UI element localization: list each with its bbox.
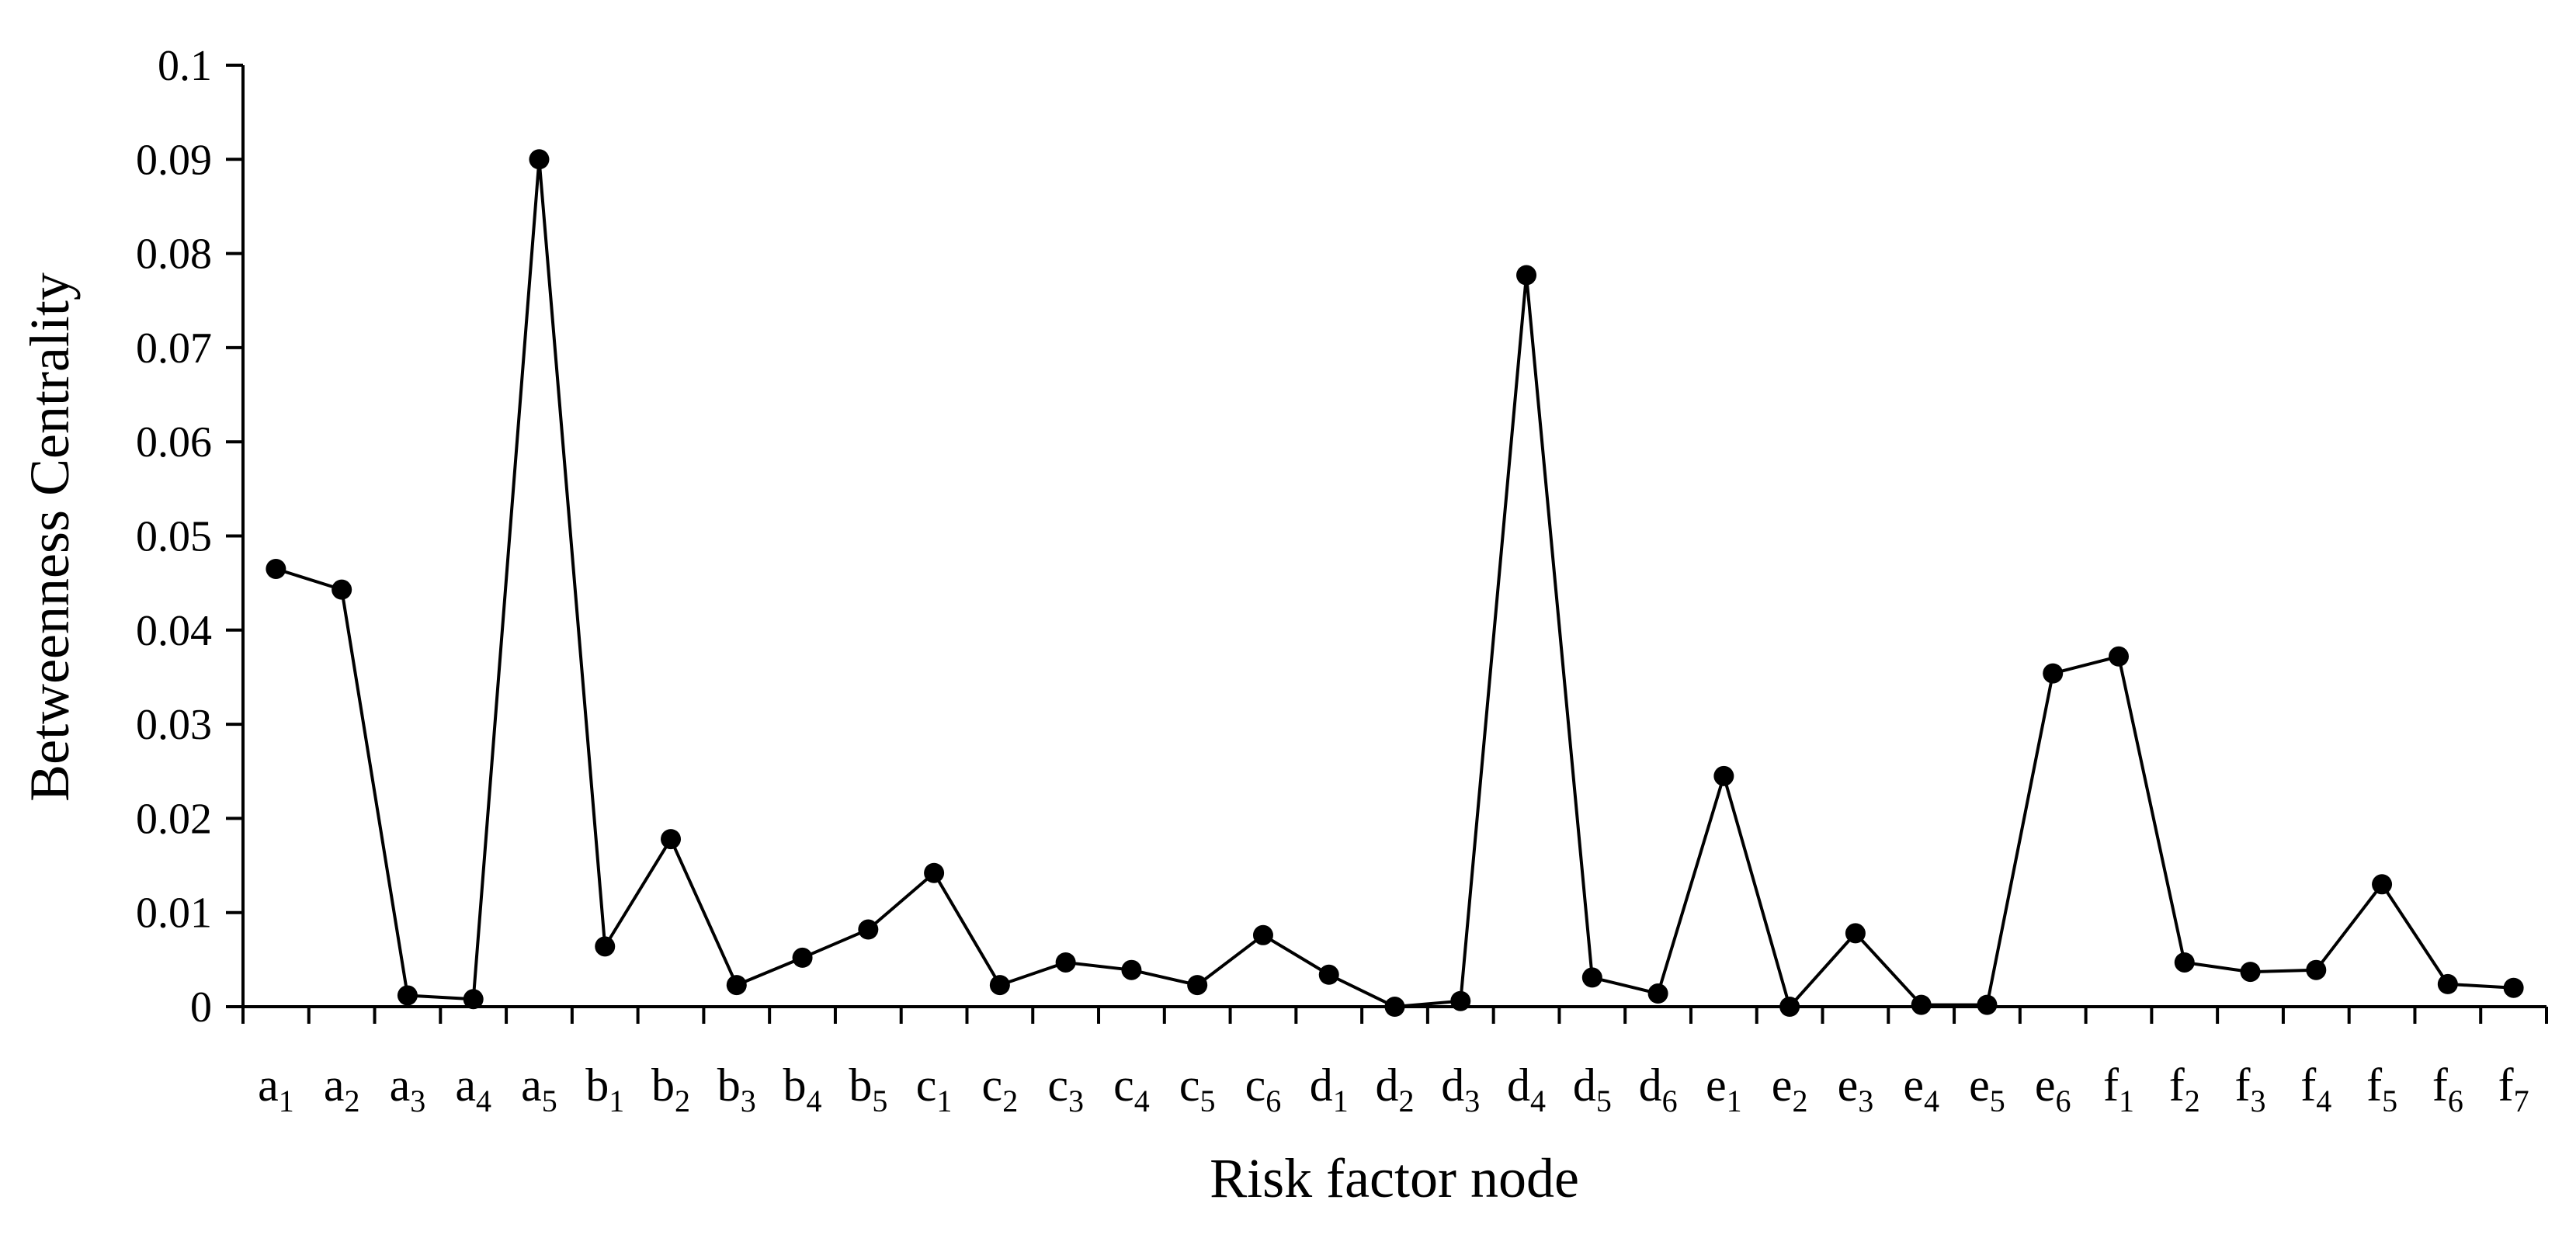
y-tick-label: 0	[190, 983, 212, 1032]
x-tick-label: b1	[585, 1059, 624, 1118]
data-point	[1779, 997, 1800, 1017]
y-tick-label: 0.07	[136, 324, 212, 373]
data-point	[1713, 765, 1734, 786]
x-tick-label: f5	[2366, 1059, 2397, 1118]
y-tick-label: 0.04	[136, 607, 212, 655]
x-tick-label: c3	[1047, 1059, 1084, 1118]
data-point	[2043, 663, 2064, 684]
x-tick-label: a4	[455, 1059, 491, 1118]
data-point	[463, 989, 484, 1010]
x-tick-label: d2	[1376, 1059, 1415, 1118]
x-tick-label: d3	[1441, 1059, 1480, 1118]
y-axis: 0 0.01 0.02 0.03 0.04 0.05 0.06 0.07 0.08 0.09 0.1	[136, 42, 245, 1032]
x-tick-label: d5	[1573, 1059, 1612, 1118]
data-point	[2437, 973, 2458, 994]
data-point	[1450, 990, 1471, 1011]
data-point	[1516, 265, 1537, 286]
x-tick-label: e6	[2035, 1059, 2071, 1118]
x-tick-label: d4	[1507, 1059, 1546, 1118]
data-point	[726, 975, 747, 996]
y-tick-label: 0.09	[136, 136, 212, 184]
y-tick-label: 0.06	[136, 418, 212, 466]
y-tick-label: 0.1	[158, 42, 212, 90]
series-line	[275, 158, 2514, 1008]
x-tick-label: f4	[2300, 1059, 2331, 1118]
data-point	[595, 936, 616, 957]
data-point	[792, 947, 813, 968]
x-axis: a1 a2 a3 a4 a5 b1 b2 b3 b4 b5 c1 c2 c3 c4 c5 c6 d1 d2 d3 d4…	[241, 1005, 2548, 1118]
data-point	[2503, 977, 2524, 998]
x-tick-label: c6	[1245, 1059, 1282, 1118]
x-tick-label: f6	[2432, 1059, 2463, 1118]
x-tick-label: f2	[2169, 1059, 2200, 1118]
x-tick-label: c1	[916, 1059, 953, 1118]
data-point	[2372, 874, 2393, 895]
y-tick-label: 0.05	[136, 513, 212, 561]
data-point	[1187, 975, 1208, 996]
data-point	[529, 149, 550, 170]
x-tick-label: e1	[1706, 1059, 1742, 1118]
x-tick-label: f3	[2235, 1059, 2266, 1118]
y-tick-label: 0.03	[136, 701, 212, 749]
y-tick-label: 0.02	[136, 795, 212, 843]
data-point	[1581, 967, 1602, 988]
data-point	[661, 829, 682, 850]
x-tick-label: c2	[982, 1059, 1019, 1118]
series-line-group	[266, 149, 2524, 1017]
data-point	[2174, 952, 2195, 973]
data-point	[858, 919, 879, 940]
x-tick-label: b2	[651, 1059, 690, 1118]
data-point	[1647, 983, 1668, 1004]
x-tick-label: e3	[1838, 1059, 1874, 1118]
x-tick-label: e5	[1969, 1059, 2005, 1118]
data-point	[2306, 959, 2327, 980]
x-tick-label: a2	[324, 1059, 360, 1118]
x-tick-label: c5	[1179, 1059, 1216, 1118]
data-point	[1055, 952, 1076, 973]
y-tick-label: 0.01	[136, 889, 212, 938]
data-point	[924, 862, 945, 883]
x-tick-label: f7	[2498, 1059, 2529, 1118]
x-tick-label: a5	[521, 1059, 557, 1118]
y-tick-label: 0.08	[136, 231, 212, 279]
data-point	[1121, 959, 1142, 980]
y-axis-title: Betweenness Centrality	[19, 272, 81, 802]
x-axis-title: Risk factor node	[1210, 1147, 1579, 1209]
x-tick-label: d6	[1639, 1059, 1678, 1118]
data-point	[989, 975, 1010, 996]
x-tick-label: b3	[717, 1059, 756, 1118]
x-tick-label: e2	[1772, 1059, 1808, 1118]
x-tick-label: e4	[1903, 1059, 1939, 1118]
x-tick-label: b4	[783, 1059, 822, 1118]
x-tick-label: a3	[390, 1059, 426, 1118]
x-tick-label: c4	[1113, 1059, 1150, 1118]
data-point	[2108, 646, 2129, 667]
data-point	[266, 558, 286, 579]
data-point	[1977, 994, 1998, 1015]
data-point	[2240, 962, 2261, 983]
x-tick-label: f1	[2103, 1059, 2134, 1118]
data-point	[332, 579, 352, 600]
x-tick-label: a1	[258, 1059, 294, 1118]
x-tick-label: b5	[849, 1059, 887, 1118]
data-point	[397, 985, 418, 1006]
data-point	[1384, 997, 1405, 1017]
data-point	[1911, 994, 1932, 1015]
data-point	[1318, 964, 1339, 985]
x-tick-label: d1	[1310, 1059, 1349, 1118]
data-point	[1252, 924, 1273, 945]
data-point	[1845, 923, 1866, 944]
